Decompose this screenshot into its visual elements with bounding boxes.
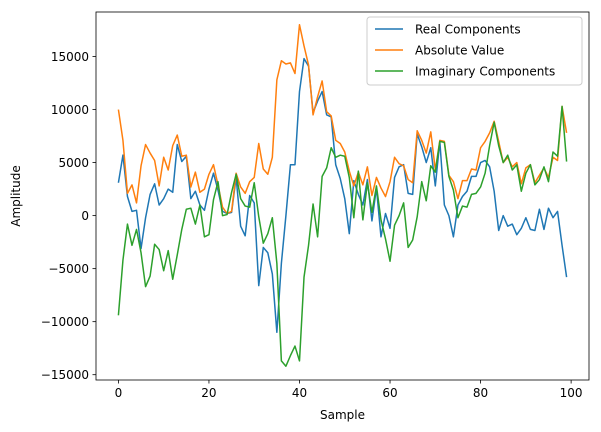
x-axis: 0 20 40 60 80 100 <box>115 380 583 400</box>
series-line-1 <box>117 23 568 215</box>
y-axis: −15000 −10000 −5000 0 5000 10000 15000 <box>41 50 96 382</box>
legend-box <box>366 16 583 86</box>
y-axis-label: Amplitude <box>9 165 23 227</box>
legend-label-2: Imaginary Components <box>415 65 555 79</box>
x-tick-label: 100 <box>560 386 583 400</box>
legend-label-1: Absolute Value <box>415 44 504 58</box>
x-tick-label: 60 <box>382 386 397 400</box>
x-tick-label: 40 <box>292 386 307 400</box>
series-layer <box>117 23 568 367</box>
y-tick-label: −10000 <box>41 315 89 329</box>
y-tick-label: −15000 <box>41 368 89 382</box>
x-tick-label: 20 <box>201 386 216 400</box>
y-tick-label: −5000 <box>48 262 89 276</box>
plot-frame <box>95 11 590 381</box>
y-tick-label: 5000 <box>58 156 89 170</box>
y-tick-label: 0 <box>81 209 89 223</box>
x-axis-label: Sample <box>320 408 365 422</box>
x-tick-label: 80 <box>473 386 488 400</box>
x-tick-label: 0 <box>115 386 123 400</box>
legend-label-0: Real Components <box>415 23 521 37</box>
y-tick-label: 15000 <box>51 50 89 64</box>
series-line-2 <box>117 105 568 367</box>
y-tick-label: 10000 <box>51 103 89 117</box>
series-line-0 <box>117 57 568 334</box>
legend: Real Components Absolute Value Imaginary C… <box>366 16 583 86</box>
